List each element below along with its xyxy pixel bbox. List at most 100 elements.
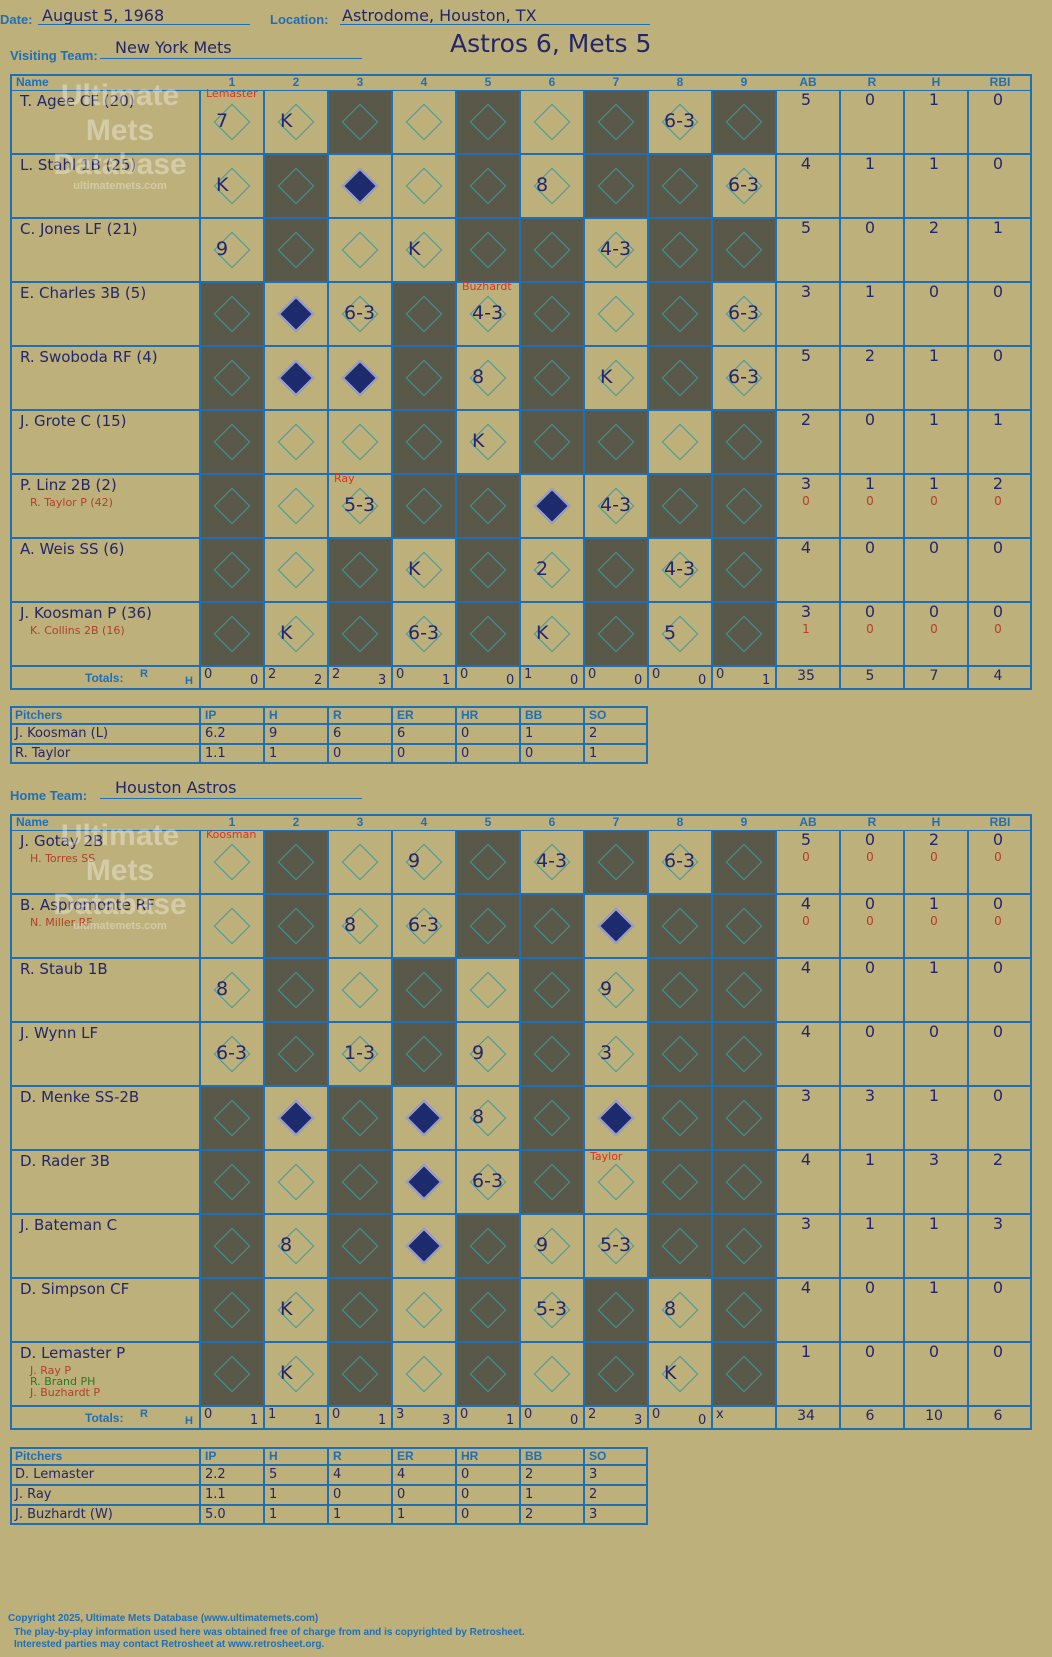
inning-cell bbox=[584, 1278, 648, 1342]
inning-cell bbox=[200, 830, 264, 894]
stat-value: 5 bbox=[800, 830, 812, 849]
batter-name: J. Koosman P (36) bbox=[20, 604, 152, 622]
sub-stat-value: 0 bbox=[866, 494, 874, 508]
stat-cell bbox=[968, 538, 1032, 602]
inning-cell bbox=[456, 1278, 520, 1342]
stat-value: 0 bbox=[864, 894, 876, 913]
inning-cell bbox=[328, 894, 392, 958]
inning-cell bbox=[520, 1342, 584, 1406]
inning-cell bbox=[264, 282, 328, 346]
inning-cell bbox=[264, 602, 328, 666]
inning-cell bbox=[328, 830, 392, 894]
stat-cell bbox=[968, 1086, 1032, 1150]
inning-total-cell bbox=[584, 1406, 648, 1430]
inning-total-cell bbox=[712, 1406, 776, 1430]
stat-cell bbox=[776, 218, 840, 282]
total-stat-cell bbox=[776, 666, 840, 690]
inning-total-cell bbox=[648, 666, 712, 690]
inning-cell bbox=[456, 474, 520, 538]
stat-value: 4 bbox=[800, 1278, 812, 1297]
batter-name: P. Linz 2B (2) bbox=[20, 476, 117, 494]
play-result: 1-3 bbox=[344, 1042, 376, 1064]
inning-hits: 1 bbox=[378, 1413, 387, 1428]
play-result: 6-3 bbox=[664, 110, 696, 132]
inning-cell bbox=[648, 538, 712, 602]
stat-value: 0 bbox=[864, 538, 876, 557]
total-stat-cell bbox=[968, 666, 1032, 690]
stat-cell bbox=[840, 830, 904, 894]
inning-cell bbox=[264, 346, 328, 410]
inning-runs: 0 bbox=[652, 667, 661, 682]
inning-cell bbox=[328, 602, 392, 666]
stat-value: 0 bbox=[992, 1278, 1004, 1297]
play-result: 8 bbox=[344, 914, 357, 936]
pitching-cell: 0 bbox=[392, 1485, 456, 1505]
inning-cell bbox=[392, 894, 456, 958]
inning-runs: x bbox=[716, 1407, 724, 1422]
inning-hits: 0 bbox=[570, 673, 579, 688]
inning-cell bbox=[456, 1022, 520, 1086]
play-result: 8 bbox=[216, 978, 229, 1000]
play-result: K bbox=[280, 1298, 293, 1320]
pitcher-change-note: Taylor bbox=[590, 1150, 623, 1163]
play-result: K bbox=[472, 430, 485, 452]
inning-cell bbox=[328, 90, 392, 154]
stat-value: 1 bbox=[864, 1214, 876, 1233]
inning-cell bbox=[712, 1214, 776, 1278]
play-result: 4-3 bbox=[600, 238, 632, 260]
stat-value: 1 bbox=[928, 90, 940, 109]
stat-cell bbox=[776, 1022, 840, 1086]
inning-cell bbox=[328, 410, 392, 474]
inning-total-cell bbox=[200, 666, 264, 690]
stat-cell bbox=[904, 602, 968, 666]
inning-cell bbox=[520, 282, 584, 346]
stat-value: 1 bbox=[928, 154, 940, 173]
stat-value: 0 bbox=[992, 830, 1004, 849]
inning-cell bbox=[520, 1278, 584, 1342]
play-result: 8 bbox=[664, 1298, 677, 1320]
stat-cell bbox=[968, 602, 1032, 666]
total-stat-cell bbox=[904, 666, 968, 690]
batter-name: R. Swoboda RF (4) bbox=[20, 348, 158, 366]
stat-value: 0 bbox=[928, 602, 940, 621]
stat-cell bbox=[904, 90, 968, 154]
inning-cell bbox=[456, 602, 520, 666]
inning-cell bbox=[456, 346, 520, 410]
stat-cell bbox=[968, 958, 1032, 1022]
play-result: K bbox=[600, 366, 613, 388]
stat-cell bbox=[904, 218, 968, 282]
stat-cell bbox=[776, 346, 840, 410]
inning-hits: 3 bbox=[378, 673, 387, 688]
batter-name-cell bbox=[10, 1214, 200, 1278]
batter-name-cell bbox=[10, 1150, 200, 1214]
stat-cell bbox=[968, 346, 1032, 410]
inning-header: 9 bbox=[740, 75, 748, 89]
inning-hits: 0 bbox=[506, 673, 515, 688]
inning-cell bbox=[584, 410, 648, 474]
inning-cell bbox=[712, 958, 776, 1022]
stat-cell bbox=[776, 894, 840, 958]
stat-value: 1 bbox=[992, 410, 1004, 429]
inning-cell bbox=[648, 410, 712, 474]
inning-header: 1 bbox=[228, 75, 236, 89]
inning-cell bbox=[712, 346, 776, 410]
inning-header: 4 bbox=[420, 75, 428, 89]
visiting-team-label: Visiting Team: bbox=[10, 48, 98, 63]
stat-value: 0 bbox=[992, 602, 1004, 621]
runs-hits-key-r: R bbox=[140, 668, 148, 680]
inning-cell bbox=[584, 218, 648, 282]
stat-cell bbox=[968, 830, 1032, 894]
pitching-cell: 4 bbox=[328, 1465, 392, 1485]
runs-hits-key-r: R bbox=[140, 1408, 148, 1420]
play-result: 5 bbox=[664, 622, 677, 644]
inning-total-cell bbox=[328, 666, 392, 690]
stat-value: 2 bbox=[992, 474, 1004, 493]
pitching-cell: 1 bbox=[520, 1485, 584, 1505]
stat-cell bbox=[840, 1214, 904, 1278]
inning-cell bbox=[392, 1086, 456, 1150]
stat-cell bbox=[968, 474, 1032, 538]
total-stat-value: 34 bbox=[797, 1408, 815, 1424]
stat-value: 0 bbox=[992, 346, 1004, 365]
watermark-database: Database bbox=[53, 148, 187, 181]
inning-header: 8 bbox=[676, 75, 684, 89]
